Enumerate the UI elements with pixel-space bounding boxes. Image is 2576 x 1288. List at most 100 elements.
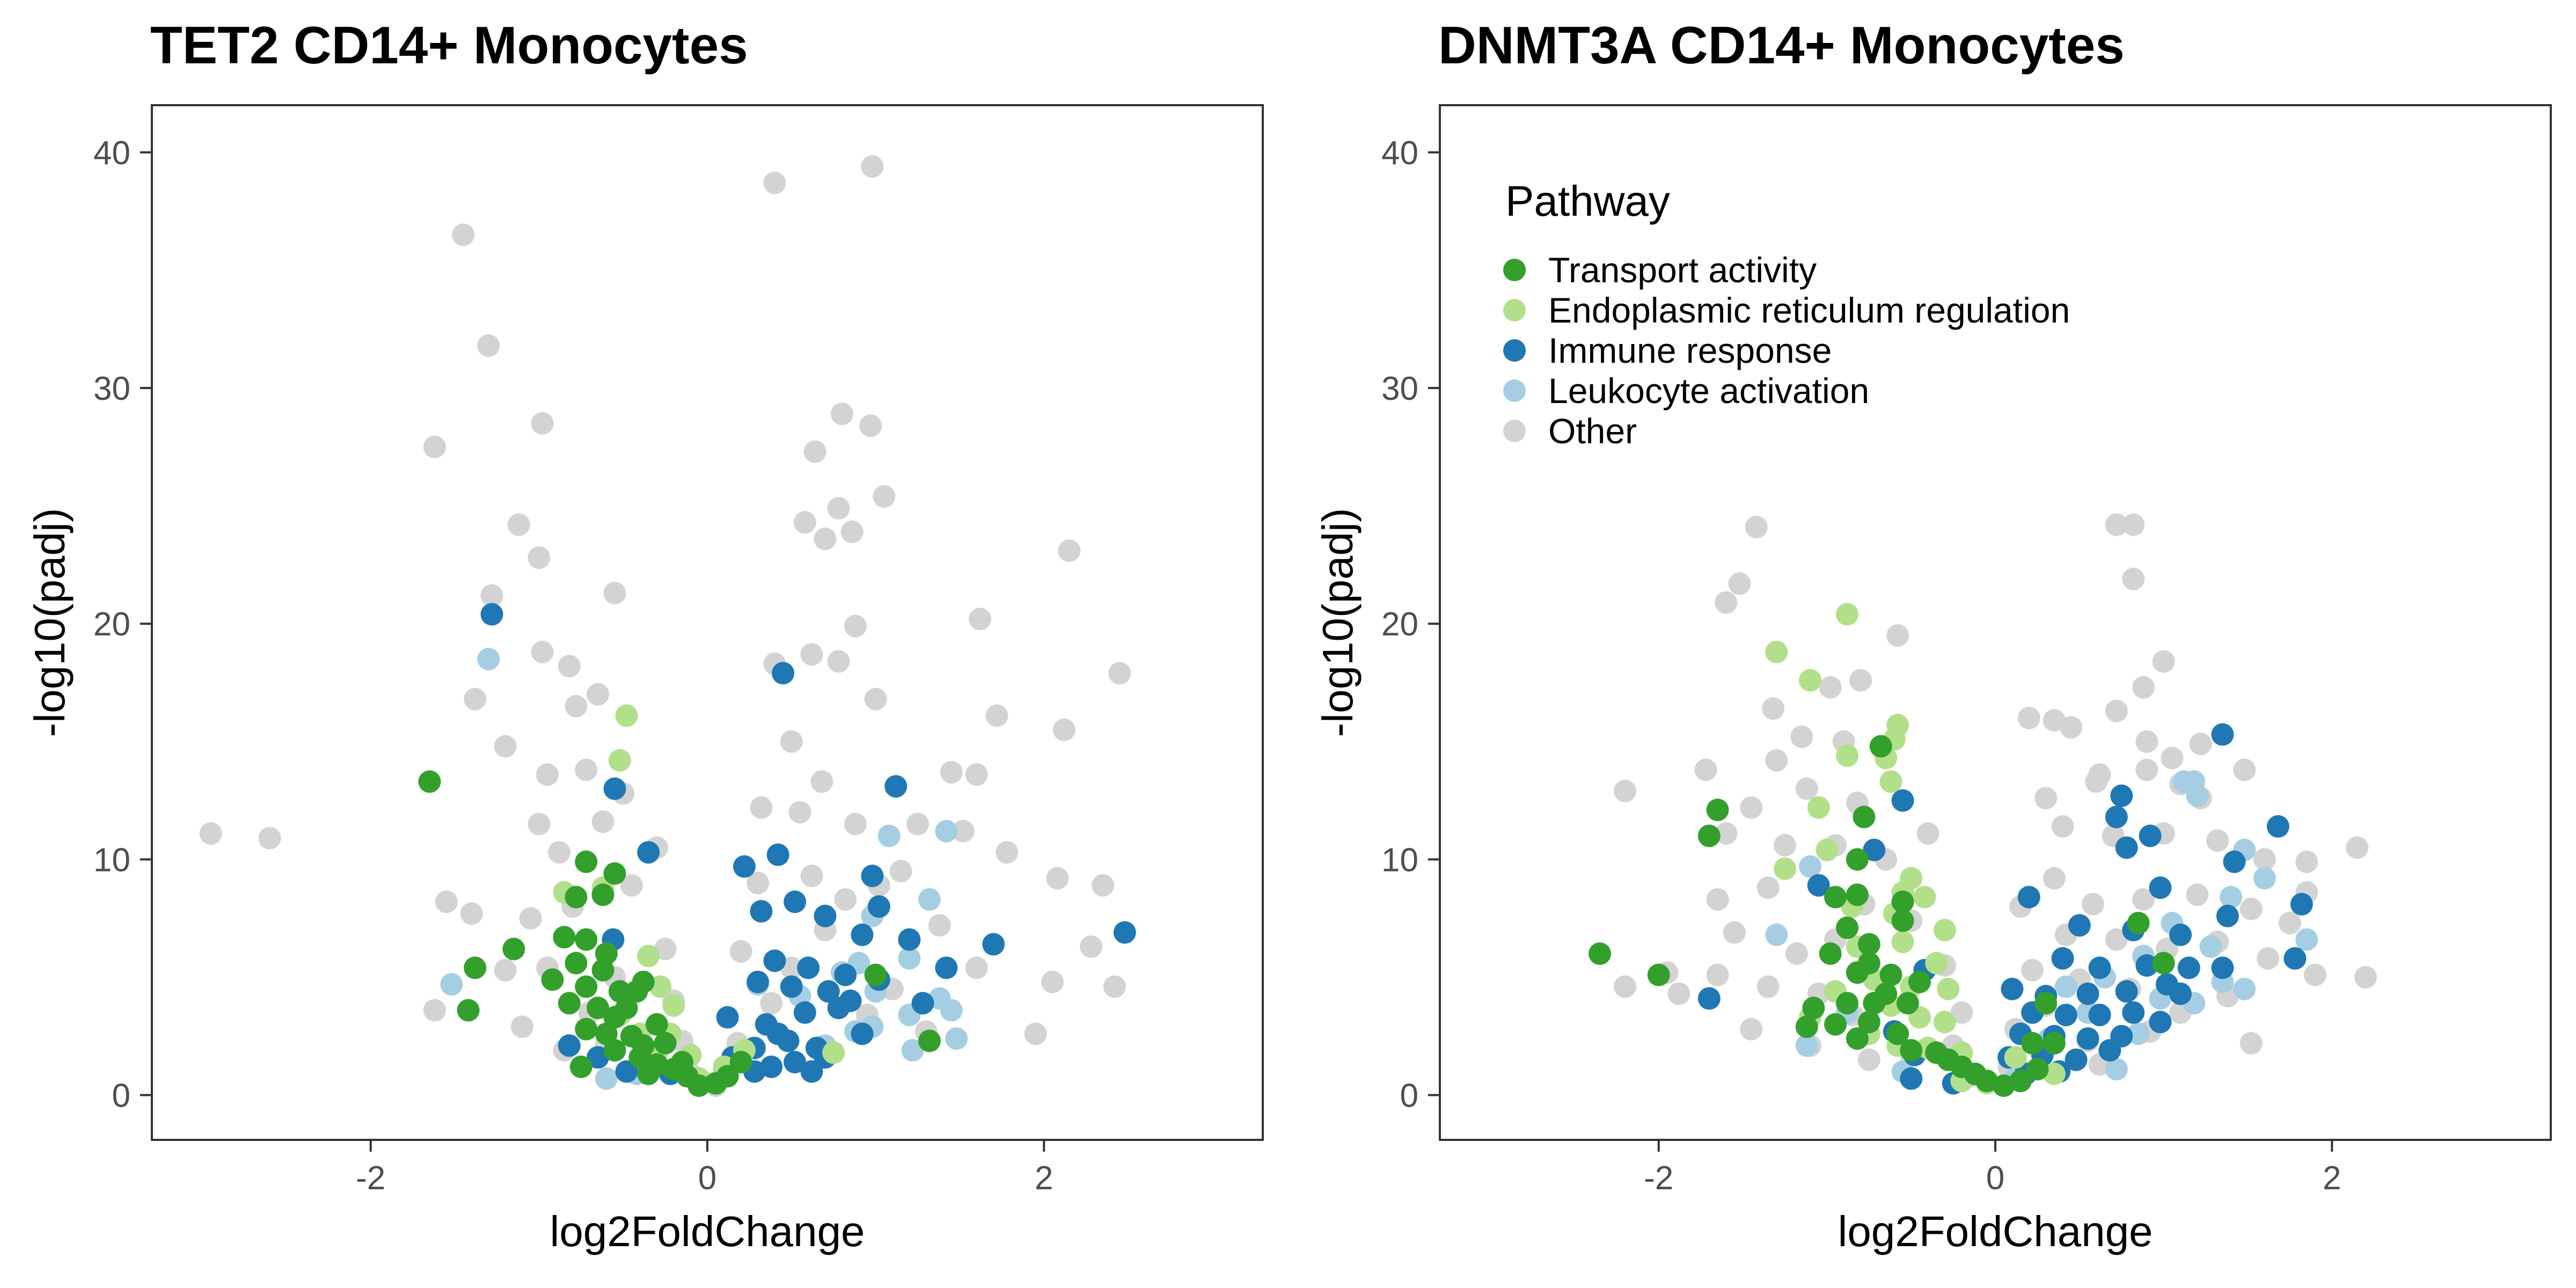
point-transport-activity [2035, 992, 2058, 1015]
point-other [480, 584, 503, 607]
point-immune-response [558, 1034, 581, 1057]
legend-label-other: Other [1548, 411, 1637, 451]
point-endoplasmic-reticulum-regulation [1799, 669, 1821, 692]
point-immune-response [982, 933, 1005, 956]
data-points [1589, 513, 2377, 1097]
point-immune-response [784, 1051, 807, 1074]
point-other [814, 528, 837, 551]
point-other [1795, 777, 1818, 800]
point-immune-response [839, 989, 862, 1012]
point-other [729, 940, 752, 963]
point-transport-activity [1857, 933, 1880, 956]
point-transport-activity [1819, 942, 1842, 965]
point-other [873, 485, 896, 508]
point-immune-response [800, 1060, 823, 1083]
point-leukocyte-activation [2054, 975, 2077, 998]
y-tick-label: 10 [1381, 841, 1418, 879]
point-immune-response [716, 1006, 739, 1029]
point-endoplasmic-reticulum-regulation [615, 704, 638, 727]
point-other [1857, 1048, 1880, 1071]
point-transport-activity [1589, 942, 1611, 965]
point-leukocyte-activation [935, 819, 958, 843]
point-transport-activity [2043, 1031, 2066, 1055]
legend-label-leukocyte-activation: Leukocyte activation [1548, 371, 1869, 411]
point-leukocyte-activation [945, 1027, 968, 1050]
point-immune-response [851, 923, 874, 946]
point-other [793, 511, 816, 534]
point-transport-activity [654, 1031, 677, 1055]
point-other [536, 763, 559, 786]
legend-key-leukocyte-activation [1503, 379, 1526, 402]
point-other [1762, 697, 1784, 720]
point-transport-activity [575, 928, 598, 951]
legend-key-transport-activity [1503, 259, 1526, 281]
point-other [2122, 513, 2145, 536]
point-other [620, 874, 643, 897]
point-other [565, 694, 588, 718]
point-transport-activity [864, 963, 887, 986]
point-other [2233, 758, 2256, 781]
point-immune-response [797, 956, 820, 979]
point-other [803, 440, 826, 463]
point-other [861, 155, 884, 178]
point-endoplasmic-reticulum-regulation [1925, 952, 1948, 975]
point-immune-response [747, 970, 770, 993]
x-tick-label: -2 [356, 1160, 385, 1197]
point-other [603, 582, 626, 605]
point-transport-activity [558, 992, 581, 1015]
point-endoplasmic-reticulum-regulation [1774, 857, 1796, 880]
point-other [834, 888, 857, 911]
point-transport-activity [1836, 992, 1858, 1015]
point-other [940, 760, 963, 784]
point-other [528, 546, 551, 569]
point-leukocyte-activation [2199, 935, 2222, 958]
point-transport-activity [541, 968, 564, 991]
point-other [511, 1015, 533, 1038]
point-immune-response [2088, 956, 2111, 979]
point-leukocyte-activation [877, 824, 901, 847]
point-transport-activity [1908, 970, 1931, 993]
point-transport-activity [1886, 1022, 1909, 1045]
point-other [2081, 892, 2104, 916]
point-other [2021, 958, 2044, 982]
point-endoplasmic-reticulum-regulation [608, 749, 631, 772]
point-other [558, 655, 581, 678]
x-tick-label: 0 [1986, 1160, 2004, 1197]
point-transport-activity [565, 885, 588, 909]
point-transport-activity [1846, 1027, 1869, 1050]
point-other [747, 872, 770, 895]
point-transport-activity [2009, 1070, 2032, 1093]
point-transport-activity [1846, 883, 1869, 906]
point-other [435, 890, 458, 913]
point-other [1706, 888, 1729, 911]
point-other [965, 763, 988, 786]
point-immune-response [793, 1001, 816, 1024]
point-transport-activity [553, 926, 576, 949]
point-transport-activity [729, 1051, 752, 1074]
point-immune-response [2115, 836, 2138, 859]
point-immune-response [2211, 956, 2234, 979]
point-other [844, 614, 867, 638]
point-other [1950, 1001, 1973, 1024]
point-endoplasmic-reticulum-regulation [1765, 640, 1788, 663]
point-transport-activity [1857, 1011, 1880, 1034]
point-leukocyte-activation [477, 648, 500, 671]
point-immune-response [2088, 1004, 2111, 1027]
point-immune-response [772, 662, 795, 685]
point-transport-activity [587, 997, 610, 1020]
point-other [548, 841, 570, 864]
point-other [1046, 867, 1069, 890]
point-transport-activity [687, 1074, 711, 1097]
point-other [1667, 982, 1690, 1005]
point-transport-activity [1647, 963, 1670, 986]
point-endoplasmic-reticulum-regulation [1836, 744, 1858, 767]
point-other [1103, 975, 1126, 998]
point-other [2240, 897, 2263, 920]
point-transport-activity [591, 958, 614, 982]
y-tick-label: 0 [112, 1078, 130, 1115]
point-immune-response [911, 992, 934, 1015]
